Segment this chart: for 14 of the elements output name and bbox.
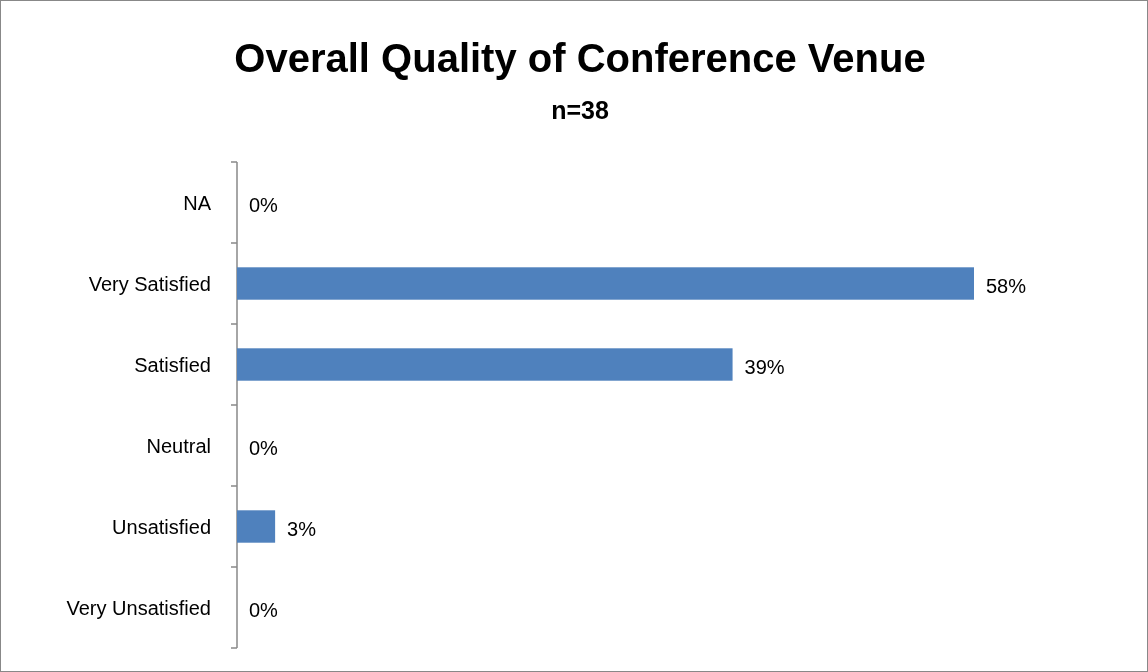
y-tick-label: Unsatisfied [112,515,211,538]
data-label: 3% [287,517,317,540]
chart-subtitle: n=38 [551,96,609,124]
y-tick-label: NA [183,191,212,214]
y-tick-label: Very Unsatisfied [66,596,211,619]
data-label: 58% [986,274,1027,297]
chart-title: Overall Quality of Conference Venue [234,36,926,80]
y-tick-label: Satisfied [134,353,211,376]
data-label: 39% [744,355,785,378]
y-tick-label: Very Satisfied [88,272,211,295]
data-label: 0% [249,436,279,459]
data-label: 0% [249,598,279,621]
data-label: 0% [249,193,279,216]
y-tick-label: Neutral [146,434,211,457]
